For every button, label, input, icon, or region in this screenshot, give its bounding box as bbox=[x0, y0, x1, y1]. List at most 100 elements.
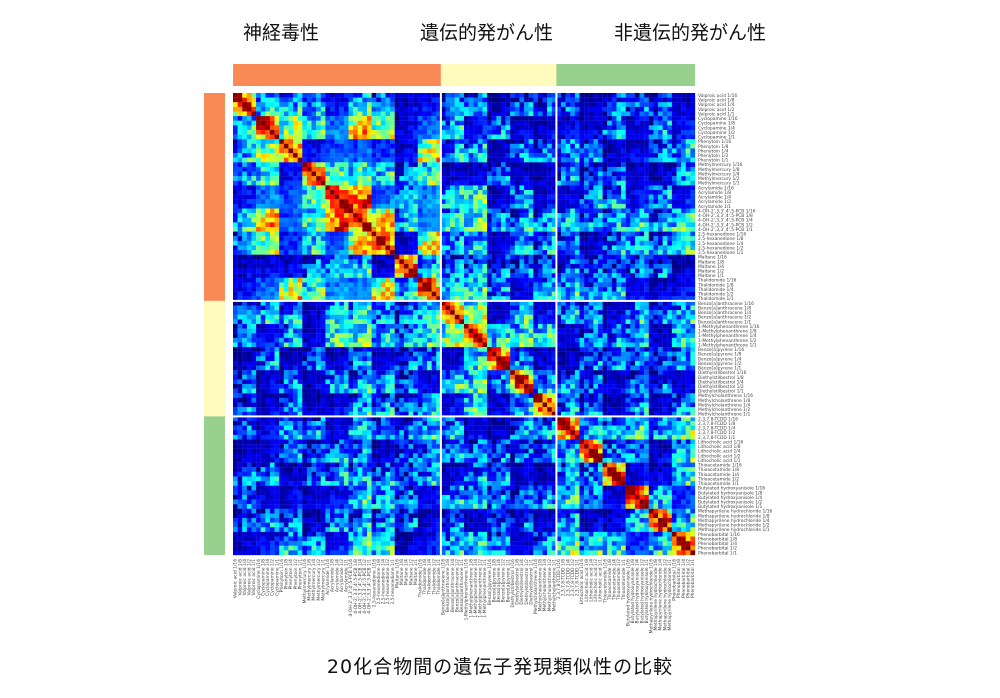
heatmap-cell bbox=[547, 120, 552, 126]
heatmap-cell bbox=[380, 250, 386, 255]
heatmap-cell bbox=[597, 148, 603, 154]
heatmap-cell bbox=[611, 139, 617, 144]
heatmap-cell bbox=[491, 314, 497, 320]
heatmap-cell bbox=[459, 310, 465, 315]
heatmap-cell bbox=[330, 310, 335, 315]
heatmap-cell bbox=[334, 300, 340, 306]
heatmap-cell bbox=[246, 171, 252, 177]
heatmap-cell bbox=[334, 250, 340, 255]
heatmap-cell bbox=[348, 180, 354, 186]
heatmap-cell bbox=[648, 254, 654, 260]
heatmap-cell bbox=[274, 97, 280, 103]
heatmap-cell bbox=[246, 300, 252, 306]
heatmap-cell bbox=[621, 176, 626, 181]
heatmap-cell bbox=[597, 120, 603, 126]
heatmap-cell bbox=[357, 287, 363, 292]
heatmap-cell bbox=[390, 300, 395, 306]
heatmap-cell bbox=[320, 314, 326, 320]
heatmap-cell bbox=[616, 199, 622, 205]
heatmap-cell bbox=[681, 254, 686, 260]
heatmap-cell bbox=[251, 129, 257, 135]
heatmap-cell bbox=[417, 240, 423, 246]
heatmap-cell bbox=[293, 143, 298, 149]
heatmap-cell bbox=[320, 157, 326, 163]
heatmap-cell bbox=[468, 185, 474, 191]
heatmap-cell bbox=[570, 111, 576, 117]
heatmap-cell bbox=[288, 263, 294, 269]
heatmap-cell bbox=[233, 314, 238, 320]
heatmap-cell bbox=[514, 180, 520, 186]
heatmap-cell bbox=[685, 134, 691, 140]
heatmap-cell bbox=[288, 102, 294, 108]
heatmap-cell bbox=[390, 263, 395, 269]
heatmap-cell bbox=[630, 111, 636, 117]
heatmap-cell bbox=[473, 153, 479, 158]
heatmap-cell bbox=[256, 120, 261, 126]
heatmap-cell bbox=[519, 166, 525, 172]
heatmap-cell bbox=[408, 190, 414, 195]
heatmap-cell bbox=[260, 190, 266, 195]
heatmap-cell bbox=[320, 93, 326, 98]
heatmap-cell bbox=[528, 185, 534, 191]
heatmap-cell bbox=[288, 203, 294, 209]
heatmap-cell bbox=[565, 287, 571, 292]
heatmap-cell bbox=[320, 213, 326, 218]
heatmap-cell bbox=[551, 319, 557, 325]
top-group-bar-2 bbox=[556, 64, 695, 86]
heatmap-cell bbox=[256, 162, 261, 168]
heatmap-cell bbox=[662, 314, 668, 320]
heatmap-cell bbox=[371, 162, 377, 168]
heatmap-cell bbox=[556, 259, 562, 265]
heatmap-cell bbox=[431, 116, 437, 121]
heatmap-cell bbox=[246, 129, 252, 135]
heatmap-cell bbox=[242, 217, 248, 223]
heatmap-cell bbox=[371, 176, 377, 181]
heatmap-cell bbox=[690, 102, 696, 108]
heatmap-cell bbox=[644, 245, 649, 251]
heatmap-cell bbox=[616, 314, 622, 320]
heatmap-cell bbox=[505, 116, 511, 121]
heatmap-cell bbox=[473, 185, 479, 191]
heatmap-cell bbox=[505, 143, 511, 149]
heatmap-cell bbox=[681, 106, 686, 112]
top-group-bar-0 bbox=[233, 64, 441, 86]
heatmap-cell bbox=[658, 305, 663, 311]
heatmap-cell bbox=[376, 129, 381, 135]
heatmap-cell bbox=[445, 287, 451, 292]
heatmap-cell bbox=[487, 134, 492, 140]
heatmap-cell bbox=[648, 296, 654, 302]
heatmap-cell bbox=[325, 222, 331, 228]
heatmap-cell bbox=[279, 287, 284, 292]
heatmap-cell bbox=[648, 180, 654, 186]
heatmap-cell bbox=[316, 139, 321, 144]
heatmap-cell bbox=[440, 236, 446, 241]
heatmap-cell bbox=[487, 217, 492, 223]
heatmap-cell bbox=[269, 282, 275, 288]
heatmap-cell bbox=[468, 226, 474, 232]
heatmap-cell bbox=[616, 213, 622, 218]
heatmap-cell bbox=[251, 157, 257, 163]
heatmap-cell bbox=[547, 259, 552, 265]
heatmap-cell bbox=[602, 217, 608, 223]
heatmap-cell bbox=[496, 116, 502, 121]
heatmap-cell bbox=[436, 134, 442, 140]
heatmap-cell bbox=[634, 194, 640, 200]
heatmap-cell bbox=[454, 222, 460, 228]
heatmap-cell bbox=[436, 231, 442, 237]
heatmap-cell bbox=[588, 277, 594, 283]
heatmap-cell bbox=[431, 106, 437, 112]
heatmap-cell bbox=[459, 217, 465, 223]
heatmap-cell bbox=[611, 157, 617, 163]
heatmap-cell bbox=[551, 217, 557, 223]
heatmap-cell bbox=[685, 102, 691, 108]
heatmap-cell bbox=[482, 93, 488, 98]
heatmap-cell bbox=[316, 185, 321, 191]
heatmap-cell bbox=[394, 296, 400, 302]
heatmap-cell bbox=[399, 162, 405, 168]
heatmap-cell bbox=[653, 129, 659, 135]
heatmap-cell bbox=[514, 176, 520, 181]
heatmap-cell bbox=[491, 185, 497, 191]
heatmap-cell bbox=[311, 97, 317, 103]
heatmap-cell bbox=[648, 236, 654, 241]
heatmap-cell bbox=[510, 139, 515, 144]
